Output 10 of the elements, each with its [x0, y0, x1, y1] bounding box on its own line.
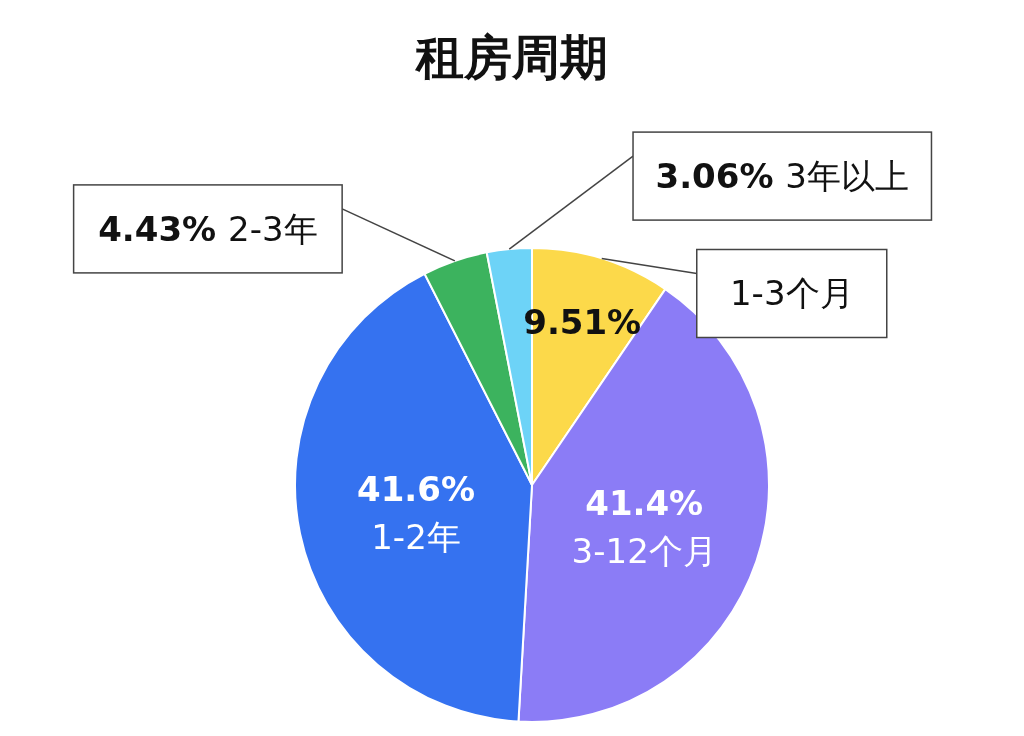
- slice-label: 3年以上: [785, 156, 909, 197]
- chart-title: 租房周期: [414, 28, 609, 87]
- data-label: 4.43%: [98, 208, 229, 249]
- data-label: 3.06%: [655, 156, 786, 197]
- slice-label: 1-3个月: [729, 273, 854, 314]
- slice-label: 3-12个月: [571, 531, 717, 572]
- slice-label: 2-3年: [228, 208, 318, 249]
- data-label: 41.4%: [585, 483, 704, 524]
- slice-label: 1-2年: [371, 517, 461, 558]
- data-label: 41.6%: [357, 469, 476, 510]
